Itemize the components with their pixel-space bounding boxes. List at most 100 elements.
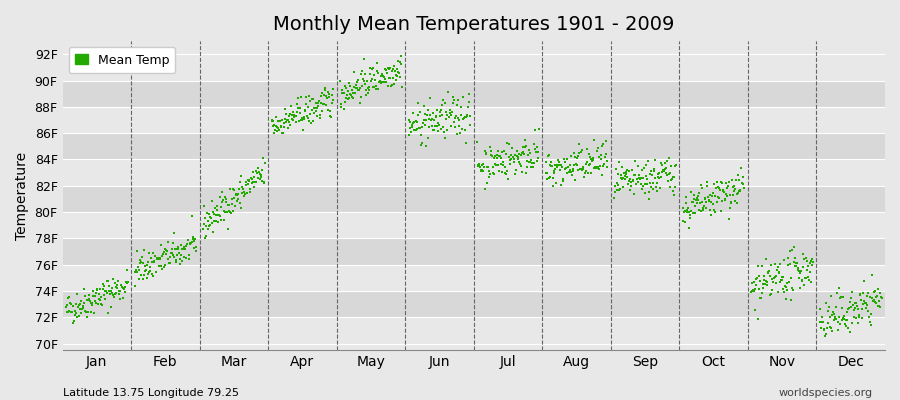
Point bbox=[179, 255, 194, 262]
Point bbox=[552, 159, 566, 165]
Point bbox=[148, 253, 162, 260]
Point bbox=[629, 176, 643, 182]
Point bbox=[526, 141, 541, 148]
Point bbox=[714, 179, 728, 185]
Point bbox=[836, 315, 850, 321]
Point bbox=[697, 203, 711, 209]
Point bbox=[829, 304, 843, 310]
Point bbox=[128, 283, 142, 289]
Point bbox=[849, 300, 863, 306]
Point bbox=[542, 174, 556, 181]
Point bbox=[65, 309, 79, 315]
Point bbox=[646, 166, 661, 172]
Point bbox=[598, 154, 612, 160]
Point bbox=[243, 189, 257, 195]
Point bbox=[696, 206, 710, 213]
Point bbox=[335, 90, 349, 97]
Point bbox=[683, 215, 698, 221]
Point bbox=[93, 286, 107, 292]
Point bbox=[515, 169, 529, 175]
Point bbox=[454, 126, 469, 132]
Point bbox=[358, 81, 373, 87]
Point bbox=[158, 246, 172, 252]
Point bbox=[233, 200, 248, 206]
Point bbox=[226, 185, 240, 192]
Point bbox=[527, 126, 542, 133]
Point bbox=[636, 183, 651, 189]
Point bbox=[436, 129, 451, 135]
Point bbox=[559, 165, 573, 171]
Point bbox=[405, 124, 419, 131]
Bar bbox=[62, 317, 885, 344]
Point bbox=[373, 78, 387, 84]
Point bbox=[83, 298, 97, 304]
Point bbox=[256, 178, 271, 185]
Point bbox=[251, 165, 266, 171]
Point bbox=[860, 302, 874, 309]
Point bbox=[354, 94, 368, 100]
Point bbox=[135, 254, 149, 260]
Point bbox=[168, 246, 183, 252]
Point bbox=[481, 164, 495, 170]
Point bbox=[185, 234, 200, 241]
Point bbox=[184, 240, 198, 246]
Point bbox=[768, 260, 782, 267]
Point bbox=[721, 182, 735, 189]
Point bbox=[715, 180, 729, 186]
Point bbox=[67, 318, 81, 324]
Point bbox=[161, 256, 176, 262]
Point bbox=[587, 136, 601, 143]
Point bbox=[632, 175, 646, 181]
Point bbox=[572, 166, 587, 172]
Point bbox=[431, 127, 446, 134]
Point bbox=[718, 191, 733, 197]
Point bbox=[712, 185, 726, 192]
Point bbox=[352, 87, 366, 94]
Point bbox=[378, 65, 392, 72]
Point bbox=[174, 252, 188, 258]
Point bbox=[500, 151, 514, 158]
Point bbox=[608, 195, 622, 202]
Point bbox=[663, 177, 678, 183]
Point bbox=[165, 250, 179, 256]
Point bbox=[60, 295, 75, 301]
Point bbox=[545, 182, 560, 189]
Point bbox=[132, 257, 147, 263]
Point bbox=[221, 226, 236, 232]
Point bbox=[289, 113, 303, 119]
Point bbox=[831, 319, 845, 325]
Point bbox=[287, 112, 302, 118]
Point bbox=[285, 109, 300, 115]
Point bbox=[336, 90, 350, 96]
Point bbox=[506, 154, 520, 160]
Point bbox=[790, 265, 805, 272]
Point bbox=[90, 287, 104, 293]
Point bbox=[647, 168, 662, 174]
Point bbox=[254, 174, 268, 180]
Point bbox=[281, 124, 295, 131]
Point bbox=[177, 245, 192, 252]
Point bbox=[792, 275, 806, 282]
Point bbox=[506, 154, 520, 161]
Point bbox=[733, 188, 747, 194]
Point bbox=[508, 170, 523, 177]
Point bbox=[274, 123, 289, 129]
Point bbox=[171, 246, 185, 252]
Point bbox=[173, 256, 187, 262]
Point bbox=[529, 148, 544, 155]
Point bbox=[252, 176, 266, 183]
Point bbox=[590, 164, 604, 171]
Point bbox=[630, 175, 644, 182]
Point bbox=[611, 171, 625, 177]
Point bbox=[314, 100, 328, 106]
Point bbox=[526, 164, 540, 170]
Point bbox=[661, 177, 675, 184]
Point bbox=[213, 204, 228, 210]
Point bbox=[71, 304, 86, 310]
Point bbox=[340, 92, 355, 98]
Point bbox=[253, 171, 267, 177]
Point bbox=[805, 262, 819, 268]
Point bbox=[677, 209, 691, 215]
Point bbox=[572, 167, 586, 174]
Point bbox=[648, 157, 662, 163]
